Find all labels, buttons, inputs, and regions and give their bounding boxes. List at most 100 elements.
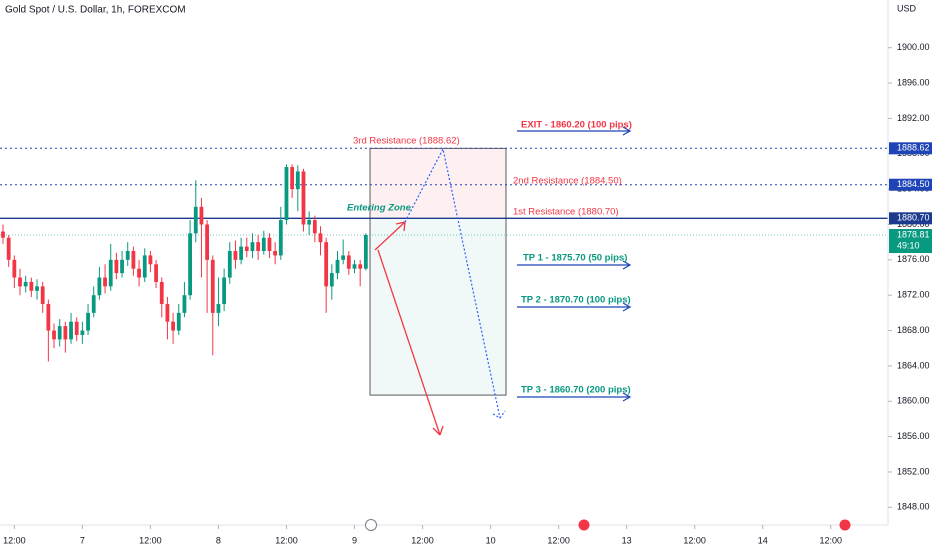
level-text: 3rd Resistance (1888.62) bbox=[353, 136, 460, 147]
candle-body bbox=[46, 304, 51, 331]
candle-body bbox=[12, 259, 17, 278]
price-tag-label: 1884.50 bbox=[897, 179, 930, 189]
candle-body bbox=[165, 304, 170, 322]
level-text: 2nd Resistance (1884.50) bbox=[513, 176, 622, 187]
countdown: 49:10 bbox=[897, 240, 920, 250]
candle-body bbox=[335, 259, 340, 274]
candle-body bbox=[63, 326, 68, 340]
candle-body bbox=[341, 255, 346, 260]
price-tag bbox=[889, 212, 932, 225]
price-tag bbox=[889, 178, 932, 191]
candle-body bbox=[159, 281, 164, 305]
chart-title: Gold Spot / U.S. Dollar, 1h, FOREXCOM bbox=[5, 5, 186, 16]
x-tick-label: 12:00 bbox=[819, 535, 842, 545]
tp-text: TP 3 - 1860.70 (200 pips) bbox=[521, 385, 631, 396]
down-arrow bbox=[377, 249, 444, 436]
candle-body bbox=[290, 167, 295, 190]
candle-body bbox=[23, 281, 28, 287]
candle-body bbox=[125, 251, 130, 260]
y-tick-label: 1900.00 bbox=[897, 42, 930, 52]
x-tick-label: 13 bbox=[622, 535, 632, 545]
x-tick-label: 12:00 bbox=[139, 535, 162, 545]
candle-body bbox=[148, 255, 153, 265]
candle-body bbox=[222, 277, 227, 305]
candle-body bbox=[182, 295, 187, 313]
candle-body bbox=[114, 259, 119, 274]
candle-body bbox=[278, 220, 283, 256]
candle-body bbox=[103, 277, 107, 287]
candle-body bbox=[346, 255, 351, 269]
candle-body bbox=[312, 220, 317, 234]
candle-body bbox=[363, 235, 368, 269]
currency: USD bbox=[897, 3, 917, 13]
price-tag-label: 1880.70 bbox=[897, 213, 930, 223]
candle-body bbox=[188, 233, 192, 296]
candle-body bbox=[120, 259, 124, 274]
candle-body bbox=[52, 330, 56, 340]
candle-body bbox=[131, 251, 136, 269]
x-tick-label: 12:00 bbox=[275, 535, 298, 545]
zone-border bbox=[369, 147, 507, 396]
risk-zone bbox=[370, 148, 506, 219]
candle-body bbox=[233, 251, 238, 260]
x-tick-label: 10 bbox=[486, 535, 496, 545]
x-tick-label: 9 bbox=[352, 535, 357, 545]
entry-arrow bbox=[374, 221, 406, 251]
x-tick-label: 12:00 bbox=[3, 535, 26, 545]
candle-body bbox=[171, 321, 175, 331]
tp-text: TP 1 - 1875.70 (50 pips) bbox=[523, 253, 627, 264]
candle-body bbox=[324, 242, 329, 287]
y-tick-label: 1864.00 bbox=[897, 360, 930, 370]
price-tag bbox=[889, 142, 932, 155]
y-tick-label: 1868.00 bbox=[897, 325, 930, 335]
event-icons bbox=[365, 519, 851, 531]
candle-body bbox=[142, 255, 147, 278]
y-tick-label: 1896.00 bbox=[897, 77, 930, 87]
candle-body bbox=[227, 251, 232, 278]
candle-body bbox=[256, 242, 261, 252]
candle-body bbox=[216, 304, 221, 313]
candle-body bbox=[86, 312, 90, 331]
y-tick-label: 1860.00 bbox=[897, 396, 930, 406]
candle-body bbox=[6, 237, 11, 260]
candle-body bbox=[176, 312, 181, 331]
x-tick-label: 14 bbox=[758, 535, 768, 545]
candle-body bbox=[284, 167, 289, 221]
candle-body bbox=[137, 268, 141, 278]
x-tick-label: 12:00 bbox=[683, 535, 706, 545]
candle-body bbox=[35, 286, 39, 291]
tp-text: TP 2 - 1870.70 (100 pips) bbox=[521, 295, 631, 306]
axes: 1848.00 1852.00 1856.00 1860.00 1864.00 1868.… bbox=[3, 42, 932, 545]
candle-body bbox=[295, 171, 300, 190]
candle-body bbox=[318, 233, 323, 243]
candle-body bbox=[57, 326, 62, 340]
candle-body bbox=[97, 277, 102, 296]
price-axis-bg bbox=[888, 0, 932, 550]
candle-body bbox=[273, 251, 278, 256]
candle-body bbox=[74, 321, 79, 335]
level-text: 1st Resistance (1880.70) bbox=[513, 207, 619, 218]
candle-body bbox=[307, 220, 312, 225]
price-tag-label: 1888.62 bbox=[897, 143, 930, 153]
reward-zone bbox=[370, 218, 506, 396]
candle-body bbox=[18, 277, 22, 287]
candle-body bbox=[29, 281, 34, 291]
candle-body bbox=[358, 264, 363, 269]
x-tick-label: 12:00 bbox=[547, 535, 570, 545]
candle-body bbox=[154, 264, 158, 282]
price-tag-label: 1878.81 bbox=[897, 229, 930, 239]
candle-body bbox=[193, 206, 198, 234]
candle-body bbox=[261, 237, 266, 252]
entry-text: Entering Zone bbox=[347, 203, 412, 214]
candle-body bbox=[40, 286, 45, 305]
candle-body bbox=[301, 171, 306, 225]
candle-body bbox=[239, 246, 244, 260]
x-tick-label: 12:00 bbox=[411, 535, 434, 545]
y-tick-label: 1876.00 bbox=[897, 254, 930, 264]
candle-body bbox=[210, 259, 215, 313]
plot-area bbox=[0, 147, 888, 396]
candle-body bbox=[205, 224, 210, 260]
y-tick-label: 1848.00 bbox=[897, 502, 930, 512]
y-tick-label: 1856.00 bbox=[897, 431, 930, 441]
